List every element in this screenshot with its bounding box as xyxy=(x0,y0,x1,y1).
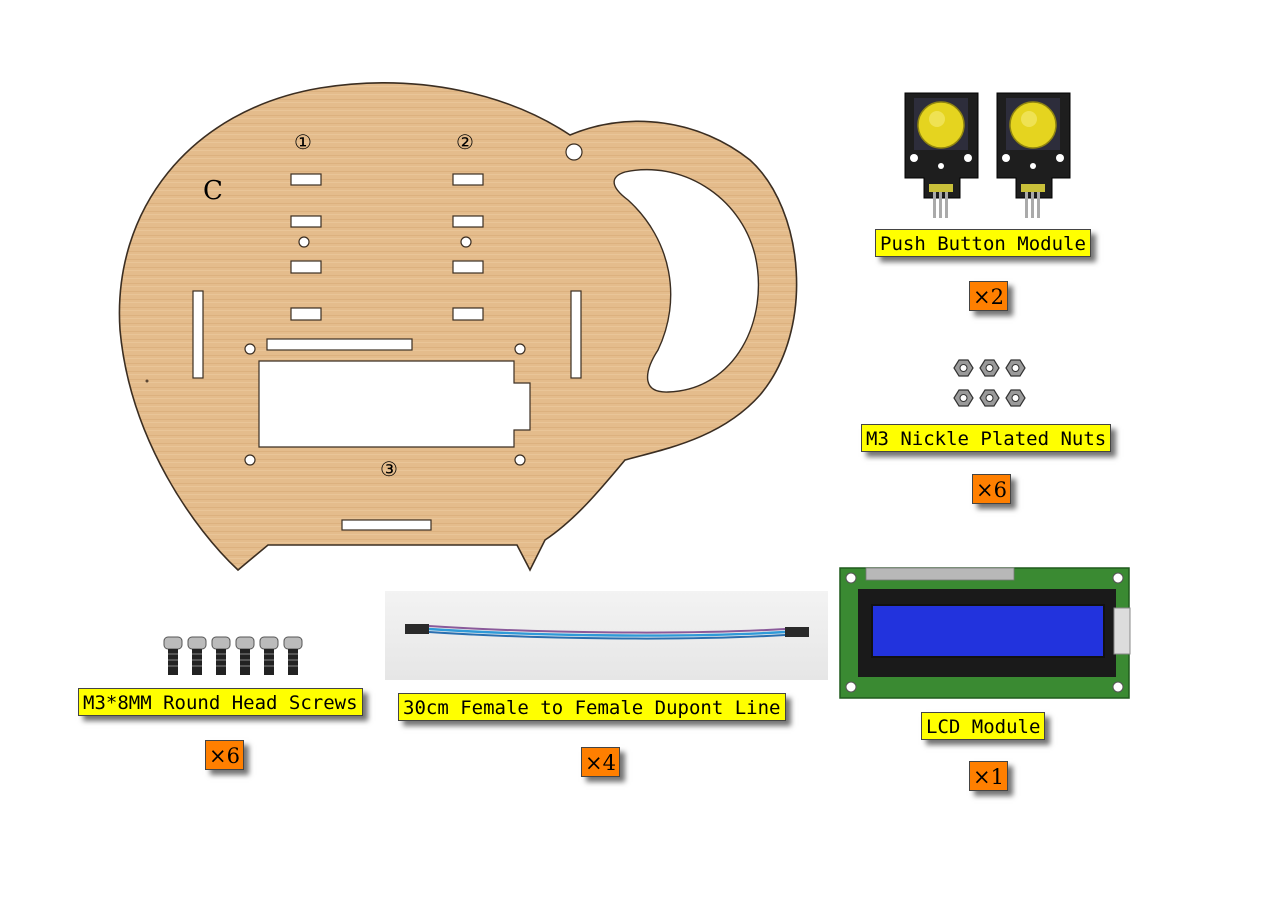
nuts-qty: ×6 xyxy=(972,474,1011,504)
lcd-module-image xyxy=(839,567,1131,699)
screws-image xyxy=(163,636,303,675)
handle-cutout xyxy=(613,168,760,393)
dupont-cable-image xyxy=(405,624,809,640)
lcd-label: LCD Module xyxy=(921,712,1046,740)
push-button-label: Push Button Module xyxy=(875,229,1091,257)
top-long-slot xyxy=(266,338,413,351)
push-button-modules-image xyxy=(904,92,1071,218)
screws-label: M3*8MM Round Head Screws xyxy=(78,688,363,716)
push-button-qty: ×2 xyxy=(969,281,1008,311)
plate-marker-1: ① xyxy=(294,130,312,154)
dupont-qty: ×4 xyxy=(581,747,620,777)
slot-group-1 xyxy=(290,173,322,321)
plate-marker-2: ② xyxy=(456,130,474,154)
plate-letter: C xyxy=(203,176,223,206)
screw-icon xyxy=(163,636,303,675)
push-button-module xyxy=(996,92,1071,218)
nuts-image xyxy=(953,359,1026,407)
slot-group-2 xyxy=(452,173,484,321)
side-slot-left xyxy=(192,290,204,379)
push-button-module xyxy=(904,92,979,218)
lcd-window-cutout xyxy=(258,360,531,448)
lcd-mount-holes xyxy=(244,343,526,466)
nuts-label: M3 Nickle Plated Nuts xyxy=(861,424,1112,452)
lcd-qty: ×1 xyxy=(969,761,1008,791)
edge-dot xyxy=(145,379,149,383)
bottom-slot xyxy=(341,519,432,531)
plate-outline xyxy=(118,82,798,572)
mount-hole xyxy=(565,143,583,161)
plate-marker-3: ③ xyxy=(380,457,398,481)
screws-qty: ×6 xyxy=(205,740,244,770)
nut-icon xyxy=(953,359,1026,407)
side-slot-right xyxy=(570,290,582,379)
dupont-label: 30cm Female to Female Dupont Line xyxy=(398,693,786,721)
